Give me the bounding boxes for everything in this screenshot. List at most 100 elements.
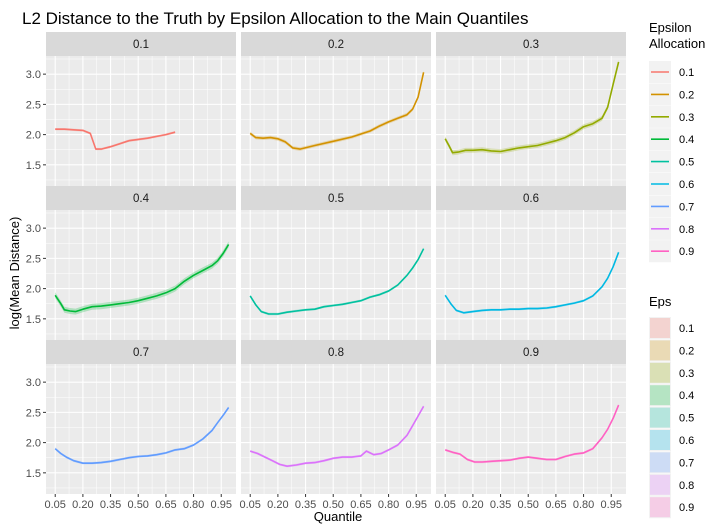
x-tick-label: 0.20 bbox=[267, 499, 288, 511]
legend-fill-key-bg bbox=[649, 317, 671, 339]
x-tick-label: 0.50 bbox=[128, 499, 149, 511]
facet-panel-0.6: 0.6 bbox=[436, 186, 626, 340]
legend-fill-swatch-0.2 bbox=[650, 340, 670, 361]
x-tick-label: 0.80 bbox=[183, 499, 204, 511]
x-tick-label: 0.50 bbox=[518, 499, 539, 511]
x-tick-label: 0.95 bbox=[211, 499, 232, 511]
x-axis-title: Quantile bbox=[314, 509, 362, 524]
x-tick-label: 0.65 bbox=[545, 499, 566, 511]
facet-panel-0.8: 0.8 bbox=[241, 340, 431, 494]
y-tick-label: 2.0 bbox=[26, 438, 41, 450]
facet-strip bbox=[436, 340, 626, 364]
x-tick-label: 0.35 bbox=[490, 499, 511, 511]
legend-fill-swatch-0.4 bbox=[650, 385, 670, 406]
legend-fill-swatch-0.5 bbox=[650, 407, 670, 428]
legend-color-title-line2: Allocation bbox=[649, 36, 705, 51]
facet-strip-label: 0.8 bbox=[328, 347, 344, 359]
x-tick-label: 0.95 bbox=[601, 499, 622, 511]
series-line-0.5 bbox=[249, 248, 425, 315]
legend-fill-label-0.2: 0.2 bbox=[679, 345, 694, 357]
x-tick-label: 0.35 bbox=[295, 499, 316, 511]
facet-strip-label: 0.1 bbox=[133, 39, 149, 51]
x-tick-label: 0.05 bbox=[240, 499, 261, 511]
facet-strip bbox=[46, 340, 236, 364]
series-line-0.8 bbox=[249, 405, 425, 468]
x-tick-label: 0.80 bbox=[573, 499, 594, 511]
series-line-0.4 bbox=[54, 244, 230, 313]
legend-fill-swatch-0.1 bbox=[650, 318, 670, 338]
legend-label-0.1: 0.1 bbox=[679, 67, 694, 79]
x-tick-label: 0.20 bbox=[462, 499, 483, 511]
y-tick-label: 3.0 bbox=[26, 69, 41, 81]
x-axis-ticks: 0.05 0.20 0.35 0.50 0.65 0.80 0.95 0.05 0.20 0.35… bbox=[45, 494, 622, 511]
legend-label-0.9: 0.9 bbox=[679, 246, 694, 258]
facet-panel-0.4: 0.4 bbox=[46, 186, 236, 340]
facet-strip-label: 0.7 bbox=[133, 347, 149, 359]
x-tick-label: 0.20 bbox=[72, 499, 93, 511]
legend-fill-swatch-0.6 bbox=[650, 430, 670, 450]
legend-fill-swatch-0.7 bbox=[650, 452, 670, 473]
x-tick-label: 0.35 bbox=[100, 499, 121, 511]
legend-label-0.3: 0.3 bbox=[679, 112, 694, 124]
legend-color: 0.1 0.2 0.3 0.4 0.5 0.6 0.7 0.8 0.9 bbox=[649, 61, 694, 263]
facet-panel-0.1: 0.1 bbox=[46, 32, 236, 186]
legend-fill-key-bg bbox=[649, 429, 671, 451]
legend-fill-swatch-0.8 bbox=[650, 474, 670, 495]
series-line-0.6 bbox=[444, 252, 620, 314]
facet-strip-label: 0.6 bbox=[523, 193, 539, 205]
x-tick-label: 0.05 bbox=[45, 499, 66, 511]
legend-fill-key-bg bbox=[649, 496, 671, 519]
legend-fill-swatch-0.3 bbox=[650, 362, 670, 383]
y-axis-ticks: 1.5 2.0 2.5 3.0 1.5 2.0 2.5 3.0 1.5 2.0 2.5 3.0 bbox=[26, 69, 46, 480]
legend-fill-key-bg bbox=[649, 361, 671, 384]
x-tick-label: 0.65 bbox=[350, 499, 371, 511]
legend-fill: 0.1 0.2 0.3 0.4 0.5 0.6 0.7 0.8 0.9 bbox=[649, 317, 694, 519]
series-line-0.3 bbox=[444, 61, 620, 154]
facet-strip bbox=[241, 32, 431, 56]
legend-fill-label-0.6: 0.6 bbox=[679, 435, 694, 447]
series-line-0.1 bbox=[55, 128, 176, 150]
facet-panel-0.2: 0.2 bbox=[241, 32, 431, 186]
series-line-0.2 bbox=[249, 72, 425, 150]
legend-label-0.6: 0.6 bbox=[679, 179, 694, 191]
legend-label-0.5: 0.5 bbox=[679, 157, 694, 169]
facet-strip-label: 0.2 bbox=[328, 39, 344, 51]
y-tick-label: 1.5 bbox=[26, 314, 41, 326]
legend-fill-label-0.9: 0.9 bbox=[679, 502, 694, 514]
chart-title: L2 Distance to the Truth by Epsilon Allo… bbox=[22, 9, 529, 28]
facet-strip bbox=[46, 32, 236, 56]
facet-strip bbox=[46, 186, 236, 210]
legend-fill-label-0.8: 0.8 bbox=[679, 480, 694, 492]
facet-panel-0.3: 0.3 bbox=[436, 32, 626, 186]
y-tick-label: 3.0 bbox=[26, 377, 41, 389]
x-tick-label: 0.95 bbox=[406, 499, 427, 511]
legend-fill-key-bg bbox=[649, 339, 671, 362]
legend-fill-title: Eps bbox=[649, 294, 672, 309]
legend-fill-swatch-0.9 bbox=[650, 497, 670, 518]
legend-label-0.8: 0.8 bbox=[679, 224, 694, 236]
legend-fill-label-0.5: 0.5 bbox=[679, 413, 694, 425]
legend-fill-key-bg bbox=[649, 406, 671, 429]
series-line-0.9 bbox=[444, 404, 620, 463]
y-tick-label: 2.5 bbox=[26, 253, 41, 265]
facet-panel-0.5: 0.5 bbox=[241, 186, 431, 340]
x-tick-label: 0.65 bbox=[155, 499, 176, 511]
y-tick-label: 2.0 bbox=[26, 130, 41, 142]
facet-panels: 0.1 0.2 0.3 0.4 0.5 0.6 0.7 0.8 0.9 bbox=[46, 32, 626, 494]
facet-strip bbox=[241, 340, 431, 364]
legend-label-0.4: 0.4 bbox=[679, 134, 694, 146]
y-axis-title: log(Mean Distance) bbox=[7, 217, 22, 330]
x-tick-label: 0.05 bbox=[435, 499, 456, 511]
y-tick-label: 1.5 bbox=[26, 160, 41, 172]
facet-strip-label: 0.5 bbox=[328, 193, 344, 205]
series-line-0.7 bbox=[54, 407, 230, 465]
facet-strip-label: 0.9 bbox=[523, 347, 539, 359]
legend-fill-label-0.1: 0.1 bbox=[679, 323, 694, 335]
facet-strip bbox=[436, 32, 626, 56]
y-tick-label: 1.5 bbox=[26, 468, 41, 480]
facet-panel-0.9: 0.9 bbox=[436, 340, 626, 494]
facet-strip bbox=[241, 186, 431, 210]
facet-strip-label: 0.4 bbox=[133, 193, 150, 205]
y-tick-label: 2.5 bbox=[26, 99, 41, 111]
